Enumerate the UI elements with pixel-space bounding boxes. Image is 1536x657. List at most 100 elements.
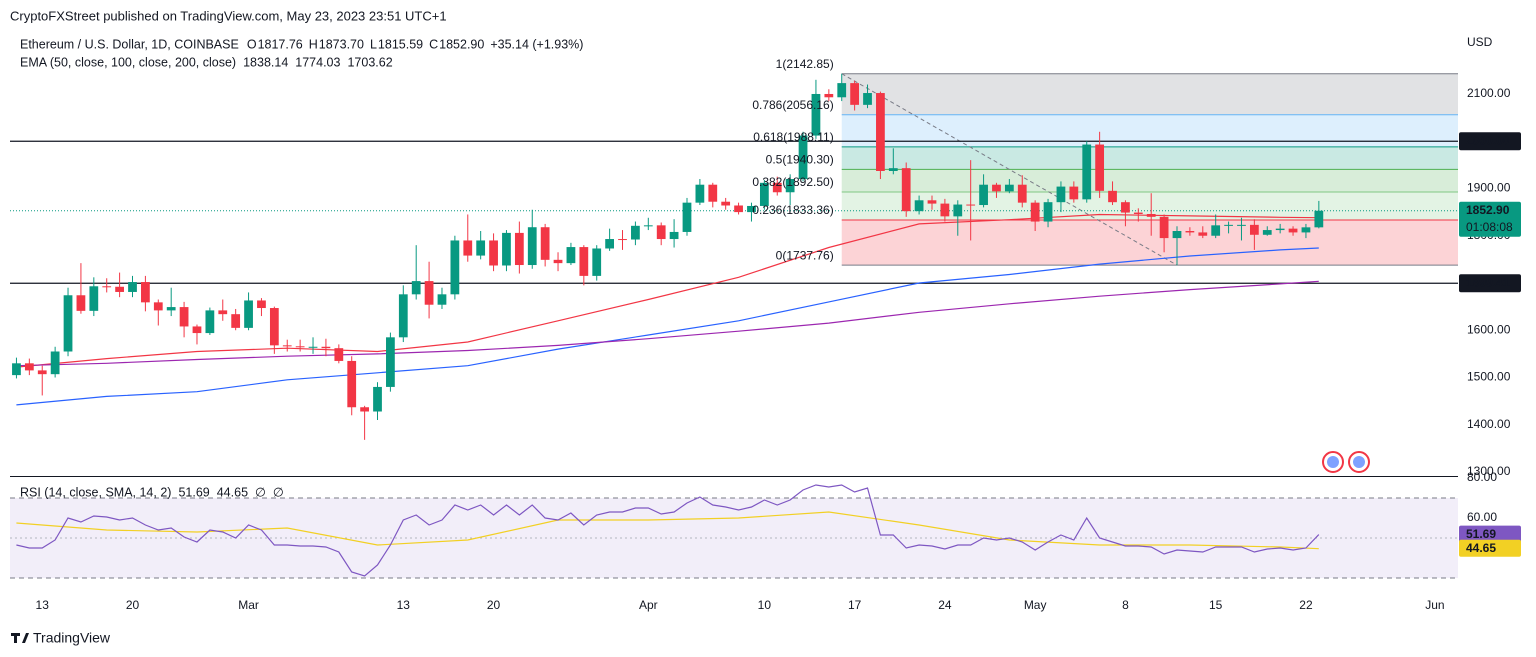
x-tick-label: 20 [126,598,140,612]
candle-body [992,184,1001,192]
candle-body [579,247,589,276]
ema-line [16,247,1319,406]
candle-body [798,135,808,180]
candle-body [514,232,524,266]
candle-body [914,200,924,212]
candle-body [102,286,112,288]
candle-body [682,202,692,232]
brand-name: TradingView [33,630,111,646]
candle-body [192,326,202,334]
candle-body [1017,184,1027,203]
candle-body [695,184,705,203]
candle-body [734,205,743,213]
rsi-value-label: 51.69 [1466,527,1496,541]
ohlc-letter: O [247,37,257,51]
fib-label: 0.382(1892.50) [752,175,833,189]
change: +35.14 (+1.93%) [490,37,583,51]
candle-body [708,184,718,202]
candle-body [785,179,795,193]
candle-body [747,205,756,213]
candle-body [966,204,976,206]
candle-body [115,286,124,292]
candle-body [334,348,344,361]
candle-body [1275,228,1285,231]
rsi-value-label-box [1459,525,1521,543]
symbol: Ethereum / U.S. Dollar, 1D, COINBASE [20,37,239,51]
hline-label-box [1459,132,1521,151]
candle-body [257,300,266,309]
candle-body [450,240,460,295]
price-label-box [1459,201,1521,237]
x-tick-label: 17 [848,598,862,612]
candle-body [979,184,988,206]
line-layer [10,140,1458,579]
candle-body [1004,184,1014,192]
x-tick-label: Apr [639,598,658,612]
candle-body [489,240,498,266]
candle-body [153,302,163,311]
candle-body [527,227,537,266]
ohlc-value: 1815.59 [378,37,423,51]
x-tick-label: 15 [1209,598,1223,612]
candle-body [347,360,357,408]
candle-body [321,346,331,349]
candle-body [205,310,215,334]
ohlc-value: 1852.90 [439,37,484,51]
ohlc-value: 1873.70 [319,37,364,51]
candle-body [76,295,86,311]
ohlc-letter: L [370,37,377,51]
rsi-extra: ∅ [255,485,266,499]
candle-body [463,240,473,256]
candle-body [888,168,898,171]
candle-body [566,247,576,264]
candle-body [308,346,318,348]
candle-body [1237,224,1246,226]
countdown: 01:08:08 [1466,220,1513,234]
candle-layer [12,73,1324,440]
candle-body [772,182,782,193]
candle-body [1198,232,1208,236]
candle-body [592,248,602,276]
candle-body [1314,210,1324,228]
candle-body [1224,224,1233,226]
rsi-tick-label: 60.00 [1467,510,1497,524]
candle-body [605,239,615,249]
candle-body [540,227,550,260]
rsi-sma-line [16,511,1319,550]
candle-body [476,240,486,256]
candle-body [850,83,860,105]
x-tick-label: 22 [1299,598,1313,612]
fib-label: 0.618(1988.11) [753,130,834,144]
fib-label: 0(1737.76) [776,248,834,262]
candle-body [656,225,666,240]
ema-value: 1703.62 [347,55,392,69]
rsi-extra: ∅ [273,485,284,499]
y-tick-label: 1400.00 [1467,417,1511,431]
candle-body [1108,190,1117,203]
candle-body [1172,231,1182,239]
candle-body [398,294,408,338]
candle-body [63,295,73,352]
rsi-sma-label-box [1459,539,1521,557]
candle-body [953,204,963,217]
candle-body [424,281,434,305]
ohlc-value: 1817.76 [258,37,303,51]
candle-body [89,286,99,311]
flag-icon-inner [1327,456,1339,468]
candle-body [1146,213,1156,217]
x-tick-label: 13 [397,598,411,612]
price-label: 1852.90 [1466,203,1510,217]
candle-body [218,310,228,315]
hline-label: 2000.00 [1466,133,1510,147]
rsi-sma-label: 44.65 [1466,541,1496,555]
hline-label: 1699.41 [1466,275,1510,289]
candle-body [1301,227,1311,233]
candle-body [244,300,253,328]
candle-body [1211,225,1221,236]
candle-body [437,294,447,305]
y-tick-label: 2100.00 [1467,86,1511,100]
candle-body [502,232,511,266]
candle-body [1043,202,1053,222]
x-tick-label: May [1024,598,1047,612]
candle-body [927,200,937,204]
